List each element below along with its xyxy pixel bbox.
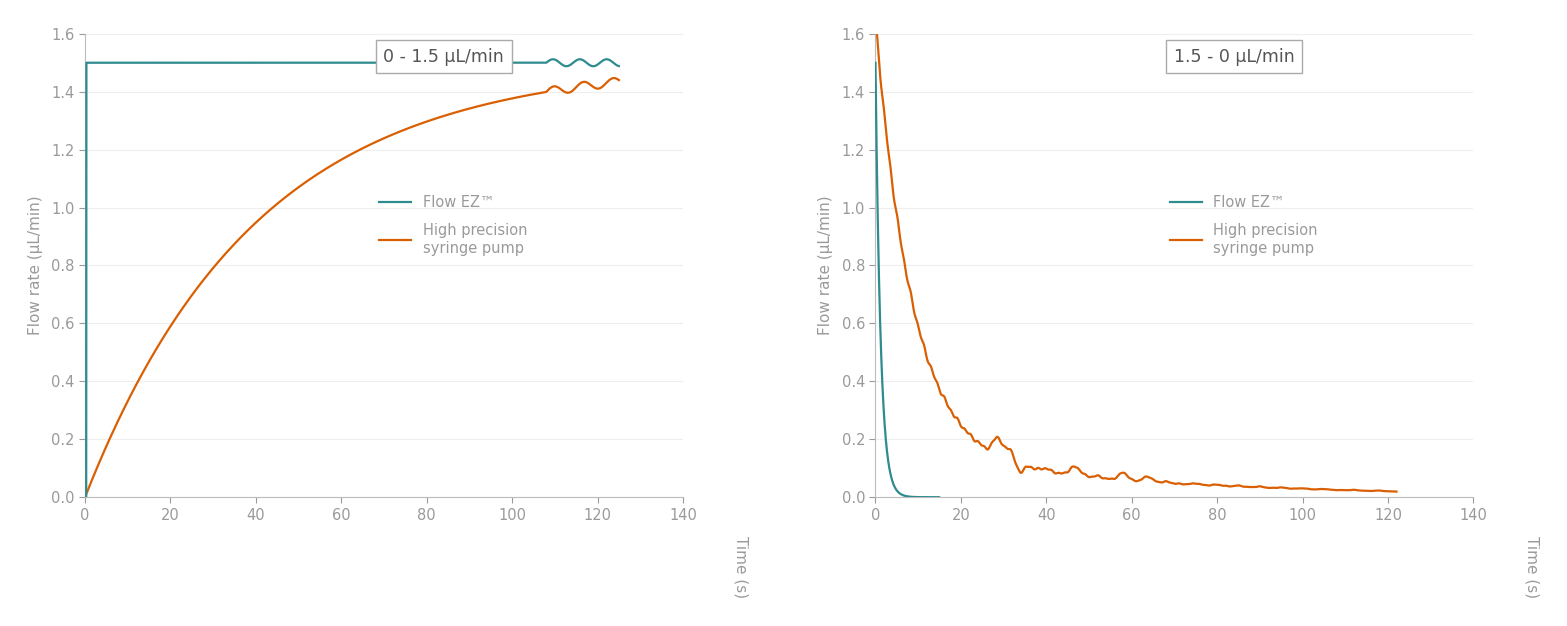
- Legend: Flow EZ™, High precision
syringe pump: Flow EZ™, High precision syringe pump: [1164, 190, 1324, 262]
- Text: 0 - 1.5 μL/min: 0 - 1.5 μL/min: [384, 48, 505, 66]
- Text: 1.5 - 0 μL/min: 1.5 - 0 μL/min: [1174, 48, 1294, 66]
- Text: Time (s): Time (s): [733, 536, 749, 598]
- Legend: Flow EZ™, High precision
syringe pump: Flow EZ™, High precision syringe pump: [373, 190, 533, 262]
- Y-axis label: Flow rate (μL/min): Flow rate (μL/min): [818, 196, 834, 336]
- Text: Time (s): Time (s): [1525, 536, 1539, 598]
- Y-axis label: Flow rate (μL/min): Flow rate (μL/min): [28, 196, 42, 336]
